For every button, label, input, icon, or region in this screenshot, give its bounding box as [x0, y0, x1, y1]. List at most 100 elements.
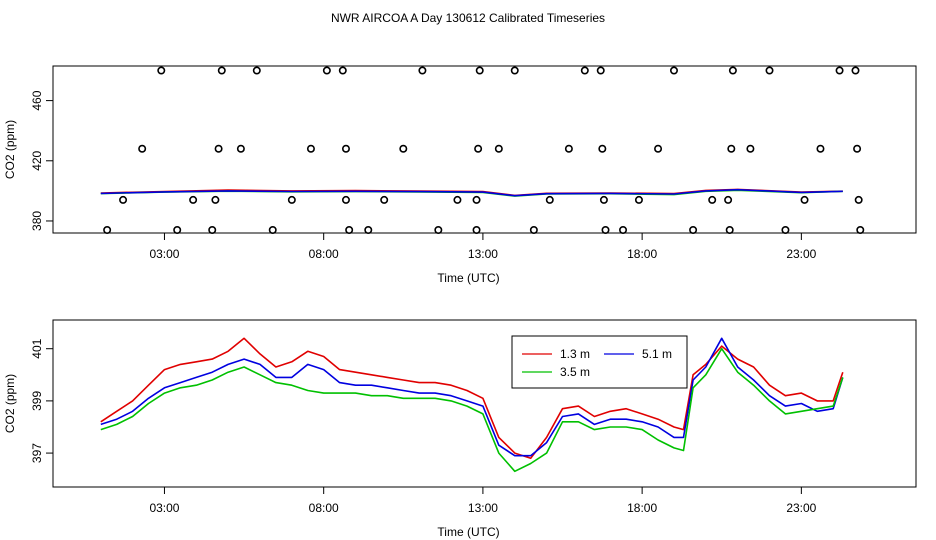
bottom-plot-area: [100, 337, 844, 473]
bottom-series-line-3-5-m: [100, 347, 844, 473]
legend-label-1: 5.1 m: [642, 347, 672, 361]
calibration-point-1: [119, 195, 128, 204]
calibration-point-0: [103, 225, 112, 234]
bottom-x-tick-label-4: 23:00: [786, 501, 816, 515]
calibration-point-29: [475, 66, 484, 75]
bottom-y-axis-label: CO2 (ppm): [3, 374, 17, 433]
top-plot-frame: [52, 65, 917, 234]
calibration-point-54: [816, 144, 825, 153]
calibration-point-39: [601, 225, 610, 234]
top-y-axis: 380 420 460: [30, 90, 53, 231]
calibration-point-40: [619, 225, 628, 234]
top-x-axis: 03:00 08:00 13:00 18:00 23:00: [149, 233, 817, 261]
top-plot-area: [100, 66, 865, 234]
calibration-point-38: [599, 195, 608, 204]
bottom-x-axis-label: Time (UTC): [437, 525, 499, 539]
calibration-point-19: [345, 225, 354, 234]
top-y-tick-label-1: 420: [30, 150, 44, 170]
legend-box: [511, 335, 688, 389]
calibration-point-2: [138, 144, 147, 153]
calibration-point-9: [217, 66, 226, 75]
calibration-point-37: [598, 144, 607, 153]
calibration-point-44: [689, 225, 698, 234]
top-x-tick-label-3: 18:00: [627, 247, 657, 261]
calibration-point-30: [494, 144, 503, 153]
calibration-point-58: [854, 195, 863, 204]
calibration-point-4: [173, 225, 182, 234]
calibration-point-6: [208, 225, 217, 234]
bottom-x-tick-label-1: 08:00: [309, 501, 339, 515]
calibration-point-7: [211, 195, 220, 204]
calibration-point-43: [669, 66, 678, 75]
top-x-tick-label-4: 23:00: [786, 247, 816, 261]
calibration-point-10: [236, 144, 245, 153]
calibration-point-56: [851, 66, 860, 75]
calibration-point-24: [434, 225, 443, 234]
bottom-x-tick-label-3: 18:00: [627, 501, 657, 515]
legend-label-2: 3.5 m: [560, 365, 590, 379]
top-x-tick-label-0: 03:00: [149, 247, 179, 261]
calibration-point-35: [580, 66, 589, 75]
calibration-point-23: [418, 66, 427, 75]
calibration-point-17: [341, 144, 350, 153]
bottom-y-tick-label-2: 401: [30, 338, 44, 358]
calibration-point-15: [322, 66, 331, 75]
calibration-point-31: [510, 66, 519, 75]
bottom-plot-frame: [52, 319, 917, 488]
calibration-point-48: [727, 144, 736, 153]
top-x-tick-label-2: 13:00: [468, 247, 498, 261]
bottom-x-tick-label-0: 03:00: [149, 501, 179, 515]
calibration-point-27: [472, 195, 481, 204]
calibration-point-41: [634, 195, 643, 204]
calibration-point-11: [252, 66, 261, 75]
calibration-point-13: [287, 195, 296, 204]
bottom-series-line-5-1-m: [100, 337, 844, 457]
calibration-point-16: [338, 66, 347, 75]
calibration-point-20: [364, 225, 373, 234]
calibration-point-26: [472, 225, 481, 234]
calibration-point-53: [800, 195, 809, 204]
calibration-point-3: [157, 66, 166, 75]
calibration-point-32: [529, 225, 538, 234]
top-panel: 380 420 460 03:00 08:00 13:00 18:00 23:00 Time…: [3, 65, 917, 285]
calibration-point-5: [189, 195, 198, 204]
calibration-point-34: [564, 144, 573, 153]
top-x-tick-label-1: 08:00: [309, 247, 339, 261]
calibration-point-33: [545, 195, 554, 204]
top-y-tick-label-0: 380: [30, 211, 44, 231]
bottom-panel: 397 399 401 03:00 08:00 13:00 18:00 23:00 Time…: [3, 319, 917, 539]
bottom-y-tick-label-0: 397: [30, 443, 44, 463]
top-x-axis-label: Time (UTC): [437, 271, 499, 285]
calibration-point-28: [474, 144, 483, 153]
calibration-point-59: [856, 225, 865, 234]
bottom-x-axis: 03:00 08:00 13:00 18:00 23:00: [149, 487, 817, 515]
calibration-point-45: [708, 195, 717, 204]
calibration-point-14: [306, 144, 315, 153]
legend-label-0: 1.3 m: [560, 347, 590, 361]
bottom-y-axis: 397 399 401: [30, 338, 53, 463]
calibration-point-25: [453, 195, 462, 204]
top-y-tick-label-2: 460: [30, 90, 44, 110]
calibration-point-22: [399, 144, 408, 153]
top-y-axis-label: CO2 (ppm): [3, 120, 17, 179]
calibration-point-50: [746, 144, 755, 153]
calibration-point-21: [380, 195, 389, 204]
calibration-point-42: [654, 144, 663, 153]
calibration-point-36: [596, 66, 605, 75]
calibration-point-57: [853, 144, 862, 153]
calibration-point-12: [268, 225, 277, 234]
calibration-point-47: [725, 225, 734, 234]
calibration-point-52: [781, 225, 790, 234]
bottom-series-line-1-3-m: [100, 337, 844, 460]
legend: 1.3 m 5.1 m 3.5 m: [511, 335, 688, 389]
calibration-point-8: [214, 144, 223, 153]
bottom-y-tick-label-1: 399: [30, 391, 44, 411]
top-series-line-2: [100, 188, 843, 197]
calibration-point-55: [835, 66, 844, 75]
bottom-x-tick-label-2: 13:00: [468, 501, 498, 515]
calibration-point-51: [765, 66, 774, 75]
chart-title: NWR AIRCOA A Day 130612 Calibrated Times…: [331, 11, 605, 25]
calibration-point-18: [341, 195, 350, 204]
calibration-point-49: [728, 66, 737, 75]
